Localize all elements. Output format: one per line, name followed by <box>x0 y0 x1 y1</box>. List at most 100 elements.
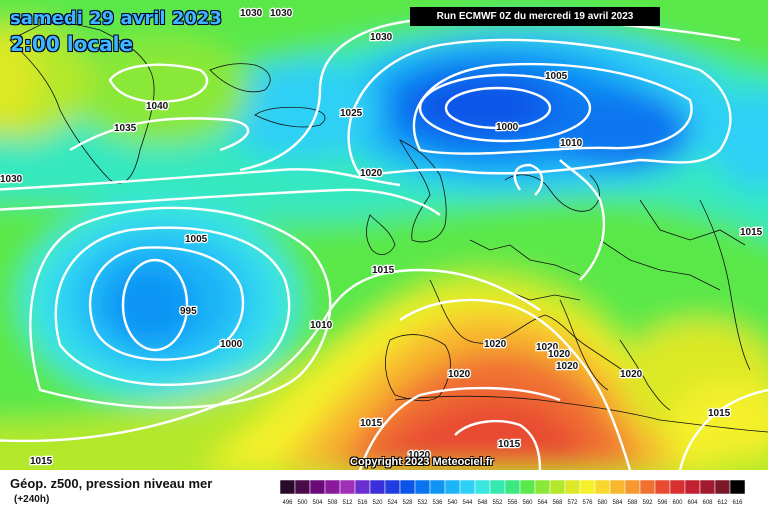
scale-tick-label: 612 <box>717 500 728 506</box>
scale-tick-label: 540 <box>447 500 458 506</box>
isobar-label: 1020 <box>620 369 643 380</box>
scale-swatch <box>684 480 701 495</box>
scale-tick-label: 608 <box>702 500 713 506</box>
color-scale: 496 500 504 508 512 516 520 524 528 532 536 540 544 5… <box>280 480 746 506</box>
scale-tick-label: 548 <box>477 500 488 506</box>
scale-swatch <box>369 480 386 495</box>
isobar-labels: 1030 1030 1030 1030 1040 1035 1025 1020 … <box>0 7 764 469</box>
isobar-label: 1020 <box>556 361 579 372</box>
isobar-label: 1030 <box>270 8 293 19</box>
isobar-label: 1015 <box>372 265 395 276</box>
scale-swatch <box>354 480 371 495</box>
scale-tick-label: 544 <box>462 500 473 506</box>
isobar-label: 1040 <box>146 101 169 112</box>
isobar-label: 1015 <box>708 408 731 419</box>
coastlines <box>9 22 768 433</box>
run-info: Run ECMWF 0Z du mercredi 19 avril 2023 <box>410 7 660 26</box>
legend-title: Géop. z500, pression niveau mer <box>10 476 213 491</box>
scale-swatch <box>609 480 626 495</box>
scale-swatch <box>549 480 566 495</box>
isobar-label: 1025 <box>340 108 363 119</box>
scale-tick-label: 524 <box>387 500 398 506</box>
scale-swatch <box>669 480 686 495</box>
isobar-label: 1015 <box>30 456 53 467</box>
scale-swatch <box>654 480 671 495</box>
scale-tick-label: 604 <box>687 500 698 506</box>
scale-tick-label: 516 <box>357 500 368 506</box>
forecast-time: 2:00 locale <box>10 32 134 56</box>
isobar-label: 1005 <box>545 71 568 82</box>
forecast-date: samedi 29 avril 2023 <box>10 8 222 29</box>
isobar-label: 1030 <box>0 174 23 185</box>
isobar-label: 1000 <box>496 122 519 133</box>
scale-tick-label: 564 <box>537 500 548 506</box>
weather-map: 1030 1030 1030 1030 1040 1035 1025 1020 … <box>0 0 768 470</box>
scale-tick-label: 596 <box>657 500 668 506</box>
scale-swatch <box>504 480 521 495</box>
scale-swatch <box>280 480 296 495</box>
isobar-label: 1020 <box>548 349 571 360</box>
copyright: Copyright 2023 Meteociel.fr <box>350 456 494 468</box>
scale-tick-label: 584 <box>612 500 623 506</box>
scale-tick-label: 512 <box>342 500 353 506</box>
isobar-label: 1030 <box>370 32 393 43</box>
scale-tick-label: 576 <box>582 500 593 506</box>
scale-tick-label: 556 <box>507 500 518 506</box>
scale-swatch <box>459 480 476 495</box>
scale-swatch <box>474 480 491 495</box>
scale-swatch <box>714 480 731 495</box>
isobar-label: 1000 <box>220 339 243 350</box>
scale-tick-label: 588 <box>627 500 638 506</box>
scale-tick-label: 532 <box>417 500 428 506</box>
scale-swatch <box>534 480 551 495</box>
scale-swatch <box>399 480 416 495</box>
scale-tick-label: 504 <box>312 500 323 506</box>
isobar-label: 1035 <box>114 123 137 134</box>
isobars <box>0 17 768 470</box>
isobar-label: 1015 <box>360 418 383 429</box>
scale-tick-label: 496 <box>282 500 293 506</box>
scale-swatch <box>414 480 431 495</box>
scale-swatch <box>429 480 446 495</box>
scale-tick-label: 560 <box>522 500 533 506</box>
scale-swatch <box>489 480 506 495</box>
scale-tick-label: 616 <box>732 500 743 506</box>
scale-tick-label: 508 <box>327 500 338 506</box>
scale-tick-label: 580 <box>597 500 608 506</box>
scale-tick-label: 568 <box>552 500 563 506</box>
scale-swatch <box>699 480 716 495</box>
scale-swatch <box>624 480 641 495</box>
scale-swatch <box>339 480 356 495</box>
scale-tick-label: 528 <box>402 500 413 506</box>
isobar-label: 1010 <box>310 320 333 331</box>
legend-subtitle: (+240h) <box>14 494 50 505</box>
isobar-label: 1020 <box>536 342 559 353</box>
scale-swatch <box>294 480 311 495</box>
isobar-label: 1020 <box>408 450 431 461</box>
isobar-label: 1020 <box>360 168 383 179</box>
isobar-label: 1020 <box>448 369 471 380</box>
scale-swatch <box>384 480 401 495</box>
scale-swatch <box>729 480 746 495</box>
isobar-label: 1020 <box>484 339 507 350</box>
isobar-label: 1015 <box>740 227 763 238</box>
isobar-label: 1010 <box>560 138 583 149</box>
scale-swatch <box>444 480 461 495</box>
scale-swatch <box>579 480 596 495</box>
scale-swatch <box>519 480 536 495</box>
scale-swatch <box>594 480 611 495</box>
scale-tick-label: 600 <box>672 500 683 506</box>
scale-tick-label: 592 <box>642 500 653 506</box>
scale-tick-label: 572 <box>567 500 578 506</box>
scale-tick-label: 552 <box>492 500 503 506</box>
isobar-label: 1030 <box>240 8 263 19</box>
isobar-label: 995 <box>180 306 197 317</box>
scale-tick-label: 500 <box>297 500 308 506</box>
isobar-label: 1015 <box>498 439 521 450</box>
scale-tick-label: 520 <box>372 500 383 506</box>
scale-swatch <box>639 480 656 495</box>
scale-swatch <box>309 480 326 495</box>
scale-tick-label: 536 <box>432 500 443 506</box>
scale-swatch <box>324 480 341 495</box>
isobar-label: 1005 <box>185 234 208 245</box>
